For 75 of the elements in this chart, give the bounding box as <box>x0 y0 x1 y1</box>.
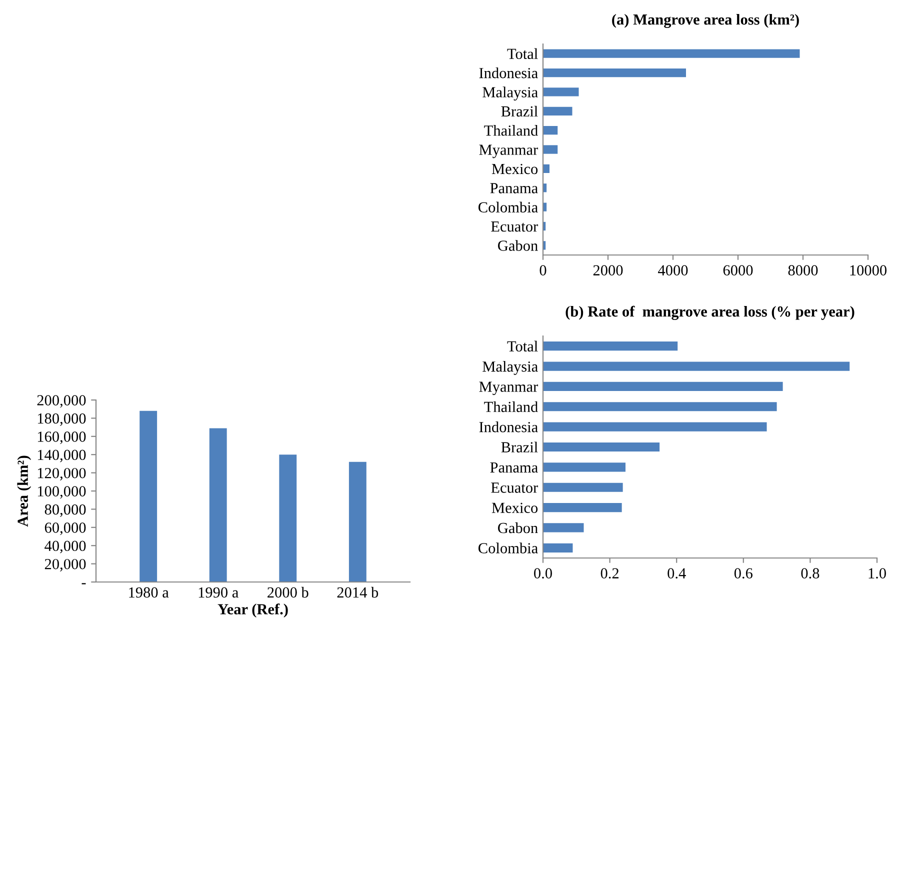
chart-title: (b) Rate of mangrove area loss (% per year) <box>566 306 854 320</box>
x-axis-title: Year (Ref.) <box>218 603 288 618</box>
x-tick-label: 2000 <box>593 265 623 276</box>
bar <box>209 428 227 582</box>
x-tick-label: 0.4 <box>668 568 686 579</box>
bar <box>543 145 558 154</box>
y-tick-label: 20,000 <box>44 558 86 572</box>
bar <box>543 523 584 532</box>
bar <box>543 543 573 552</box>
y-tick-label: 120,000 <box>38 468 86 480</box>
bar <box>543 482 623 492</box>
bar <box>279 454 297 582</box>
y-tick-label: 100,000 <box>38 486 86 499</box>
y-tick-label: Ecuator <box>491 482 538 493</box>
bar <box>543 462 626 472</box>
y-tick-label: Gabon <box>498 522 538 534</box>
x-tick-label: 0.0 <box>534 568 552 579</box>
x-tick-label: 0.2 <box>600 568 619 579</box>
y-tick-label: Thailand <box>484 125 538 136</box>
x-tick-label: 0.8 <box>801 568 820 579</box>
y-tick-label: 180,000 <box>38 413 86 426</box>
bar <box>543 126 558 135</box>
chart-title: (a) Mangrove area loss (km²) <box>612 14 799 28</box>
bar <box>543 164 550 173</box>
bar <box>140 410 158 582</box>
bar <box>543 49 800 58</box>
y-tick-label: Malaysia <box>482 86 538 101</box>
y-tick-label: Gabon <box>498 240 538 251</box>
y-tick-label: Indonesia <box>479 67 538 78</box>
bar <box>543 362 850 371</box>
x-tick-label: 2014 b <box>337 586 378 598</box>
bar <box>543 88 579 96</box>
x-tick-label: 0.6 <box>734 568 752 579</box>
y-tick-label: 200,000 <box>37 395 86 408</box>
y-tick-label: Mexico <box>492 164 538 174</box>
y-tick-label: Mexico <box>492 502 538 513</box>
y-tick-label: Total <box>507 340 538 352</box>
y-tick-label: 160,000 <box>38 432 86 444</box>
bar <box>543 503 622 512</box>
y-tick-label: Indonesia <box>479 422 538 432</box>
y-tick-label: Colombia <box>478 202 538 212</box>
y-tick-label: Brazil <box>501 106 538 117</box>
y-tick-label: 40,000 <box>44 540 86 554</box>
y-tick-label: - <box>82 583 86 584</box>
x-tick-label: 1980 a <box>129 587 169 598</box>
y-tick-label: Brazil <box>501 442 538 452</box>
bar <box>543 422 767 432</box>
bar <box>543 68 686 78</box>
x-tick-label: 8000 <box>788 265 818 276</box>
x-tick-label: 6000 <box>723 265 753 276</box>
y-tick-label: Total <box>507 48 538 60</box>
y-tick-label: 80,000 <box>44 504 86 517</box>
bar <box>543 382 783 391</box>
bar <box>543 342 678 351</box>
y-tick-label: Colombia <box>478 542 538 554</box>
y-axis-title: Area (km²) <box>17 456 32 527</box>
x-tick-label: 4000 <box>658 265 688 276</box>
y-tick-label: Myanmar <box>479 382 538 396</box>
bar <box>543 106 572 116</box>
bar <box>348 462 366 582</box>
y-tick-label: 140,000 <box>38 450 86 462</box>
y-tick-label: 60,000 <box>44 522 86 536</box>
y-tick-label: Panama <box>490 183 538 194</box>
x-tick-label: 1.0 <box>868 568 886 579</box>
x-tick-label: 1990 a <box>198 587 238 598</box>
x-tick-label: 10000 <box>850 265 887 276</box>
x-tick-label: 0 <box>540 265 546 276</box>
y-tick-label: Panama <box>490 462 538 473</box>
bar <box>543 402 777 412</box>
y-tick-label: Malaysia <box>482 360 538 375</box>
bar <box>543 442 660 452</box>
x-tick-label: 2000 b <box>268 586 308 598</box>
y-tick-label: Ecuator <box>491 222 538 232</box>
y-tick-label: Thailand <box>484 401 538 412</box>
y-tick-label: Myanmar <box>479 144 538 158</box>
